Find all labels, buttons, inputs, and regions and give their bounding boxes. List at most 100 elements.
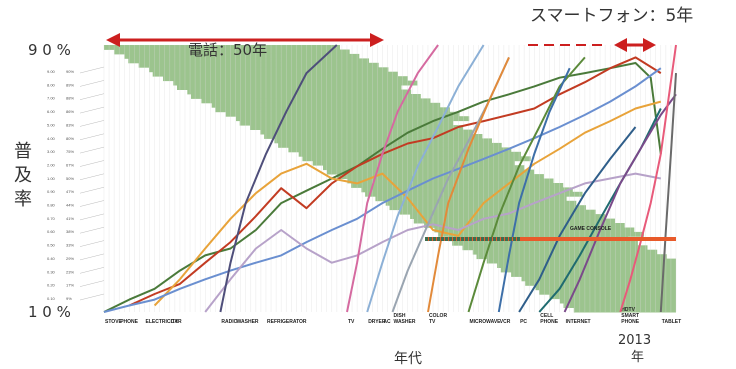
band-row bbox=[124, 53, 360, 59]
category-label: DRYER bbox=[368, 319, 386, 325]
band-row bbox=[410, 214, 606, 219]
band-row bbox=[225, 111, 460, 117]
series-line bbox=[103, 62, 662, 313]
scale-percent-label: 88% bbox=[66, 96, 74, 101]
band-row bbox=[326, 169, 535, 175]
series-line bbox=[103, 67, 662, 313]
band-row bbox=[413, 218, 615, 224]
scale-percent-label: 44% bbox=[66, 203, 74, 208]
band-row bbox=[486, 258, 676, 264]
category-label: ELECTRICITY bbox=[146, 319, 179, 325]
scale-tick-label: 7.00 bbox=[47, 96, 56, 101]
scale-tick bbox=[79, 267, 105, 274]
band-row bbox=[187, 89, 412, 95]
scale-tick bbox=[79, 146, 105, 154]
band-row bbox=[278, 142, 502, 148]
y-title-char-3: 率 bbox=[14, 189, 32, 210]
series-line bbox=[346, 44, 439, 313]
year-suffix: 年 bbox=[631, 350, 644, 365]
category-label: INTERNET bbox=[566, 319, 591, 325]
phone-adoption-label: 電話：50年 bbox=[188, 41, 267, 59]
band-row bbox=[211, 102, 441, 108]
scale-percent-label: 75% bbox=[66, 149, 74, 154]
scale-tick-label: 2.00 bbox=[47, 163, 56, 168]
band-row bbox=[347, 178, 554, 184]
scale-tick-label: 0.30 bbox=[47, 269, 56, 274]
band-row bbox=[573, 307, 676, 313]
scale-tick bbox=[79, 280, 105, 287]
scale-tick bbox=[79, 80, 105, 87]
series-line bbox=[153, 100, 662, 307]
band-row bbox=[438, 231, 644, 237]
band-row bbox=[104, 45, 340, 50]
scale-percent-label: 41% bbox=[66, 216, 74, 221]
band-row bbox=[399, 209, 596, 215]
category-label: TV bbox=[348, 319, 355, 325]
phone-adoption-arrow bbox=[106, 33, 384, 47]
scale-percent-label: 86% bbox=[66, 109, 74, 114]
band-row bbox=[177, 85, 402, 90]
scale-tick bbox=[79, 293, 105, 301]
scale-tick-label: 0.70 bbox=[47, 216, 56, 221]
category-label: COLOR bbox=[429, 313, 447, 319]
band-row bbox=[361, 187, 573, 193]
x-axis-title: 年代 bbox=[394, 351, 422, 367]
smartphone-adoption-arrow bbox=[614, 38, 656, 52]
y-title-char-2: 及 bbox=[14, 165, 32, 186]
category-label: TV bbox=[429, 319, 436, 325]
band-row bbox=[563, 303, 676, 308]
band-row bbox=[476, 254, 667, 260]
scale-tick bbox=[79, 240, 105, 247]
band-row bbox=[375, 196, 567, 202]
series-line bbox=[366, 44, 485, 313]
category-label: CAR bbox=[171, 319, 182, 325]
scale-percent-label: 80% bbox=[66, 136, 74, 141]
band-row bbox=[302, 156, 531, 162]
adoption-band bbox=[103, 45, 677, 313]
scale-tick-label: 0.90 bbox=[47, 189, 56, 194]
band-row bbox=[250, 125, 463, 130]
series-lines bbox=[103, 44, 677, 313]
scale-percent-label: 47% bbox=[66, 189, 74, 194]
band-row bbox=[535, 285, 676, 291]
scale-tick bbox=[79, 160, 105, 167]
band-row bbox=[323, 165, 525, 171]
category-label: WASHER bbox=[237, 319, 259, 325]
band-row bbox=[351, 183, 564, 188]
band-row bbox=[472, 249, 658, 255]
series-line bbox=[219, 44, 338, 313]
scale-percent-label: 33% bbox=[66, 243, 74, 248]
scale-tick-label: 1.00 bbox=[47, 176, 56, 181]
band-row bbox=[385, 200, 577, 206]
band-row bbox=[274, 138, 492, 144]
band-row bbox=[264, 134, 483, 139]
scale-tick-label: 5.00 bbox=[47, 122, 56, 127]
category-label: PHONE bbox=[120, 319, 138, 325]
scale-tick-label: 4.00 bbox=[47, 136, 56, 141]
category-label: VCR bbox=[500, 319, 511, 325]
band-row bbox=[149, 67, 389, 73]
series-line bbox=[497, 67, 571, 313]
series-line bbox=[619, 44, 677, 313]
scale-tick bbox=[79, 226, 105, 234]
category-label: RADIO bbox=[221, 319, 237, 325]
category-label: TABLET bbox=[662, 319, 681, 325]
scale-tick bbox=[79, 133, 105, 141]
category-label: MICROWAVE bbox=[470, 319, 502, 325]
smartphone-adoption-label: スマートフォン：5年 bbox=[530, 6, 693, 26]
band-row bbox=[389, 205, 586, 211]
scale-tick-label: 0.20 bbox=[47, 283, 56, 288]
band-row bbox=[191, 94, 421, 99]
scale-percent-label: 89% bbox=[66, 82, 74, 87]
scale-tick-label: 0.80 bbox=[47, 203, 56, 208]
scale-percent-label: 38% bbox=[66, 229, 74, 234]
band-row bbox=[521, 276, 676, 282]
category-label: AC bbox=[383, 319, 391, 325]
category-label: STOVE bbox=[105, 319, 123, 325]
band-row bbox=[152, 71, 398, 77]
scale-tick bbox=[79, 93, 105, 100]
category-label: WASHER bbox=[394, 319, 416, 325]
band-row bbox=[114, 49, 350, 55]
band-row bbox=[424, 223, 625, 228]
